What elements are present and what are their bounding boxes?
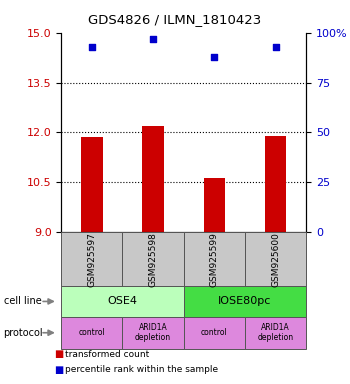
Text: transformed count: transformed count [65, 350, 149, 359]
Text: control: control [201, 328, 228, 337]
Bar [81, 137, 103, 232]
Bar [265, 136, 286, 232]
Point [273, 43, 279, 50]
Text: IOSE80pc: IOSE80pc [218, 296, 272, 306]
Point [211, 53, 217, 60]
Point [89, 43, 95, 50]
Text: OSE4: OSE4 [107, 296, 138, 306]
Text: GSM925598: GSM925598 [149, 232, 158, 286]
Text: GSM925600: GSM925600 [271, 232, 280, 286]
Point [150, 36, 156, 42]
Text: ■: ■ [54, 349, 63, 359]
Text: ARID1A
depletion: ARID1A depletion [135, 323, 171, 343]
Text: control: control [78, 328, 105, 337]
Text: ARID1A
depletion: ARID1A depletion [258, 323, 294, 343]
Text: GSM925599: GSM925599 [210, 232, 219, 286]
Text: ■: ■ [54, 365, 63, 375]
Bar [204, 178, 225, 232]
Text: protocol: protocol [4, 328, 43, 338]
Text: cell line: cell line [4, 296, 41, 306]
Text: GSM925597: GSM925597 [88, 232, 96, 286]
Text: percentile rank within the sample: percentile rank within the sample [65, 365, 218, 374]
Bar [142, 126, 164, 232]
Text: GDS4826 / ILMN_1810423: GDS4826 / ILMN_1810423 [88, 13, 262, 26]
